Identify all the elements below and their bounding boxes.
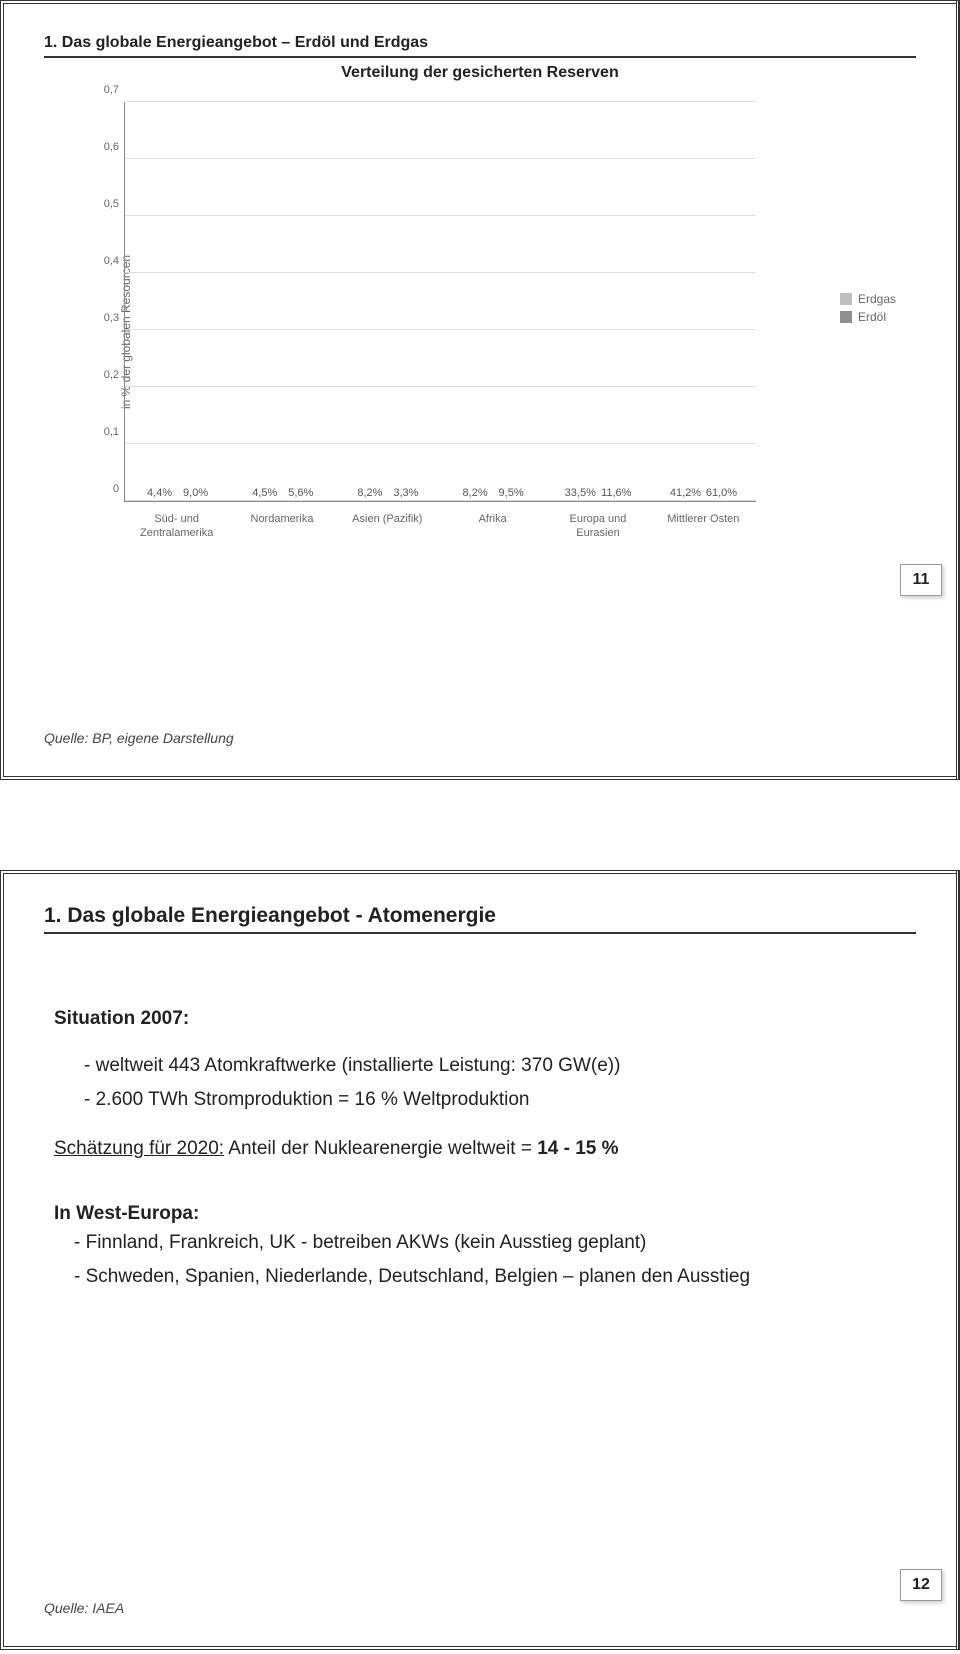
y-tick-label: 0,2 bbox=[104, 369, 119, 381]
legend-swatch bbox=[840, 293, 852, 305]
y-tick-label: 0,4 bbox=[104, 255, 119, 267]
page-number-badge: 12 bbox=[900, 1569, 942, 1601]
legend-item: Erdgas bbox=[840, 292, 896, 306]
legend-label: Erdöl bbox=[858, 310, 886, 324]
bar-value-label: 41,2% bbox=[670, 487, 701, 499]
slide-1: 1. Das globale Energieangebot – Erdöl un… bbox=[0, 0, 960, 780]
x-tick-label: Mittlerer Osten bbox=[651, 507, 756, 572]
bar-value-label: 33,5% bbox=[565, 487, 596, 499]
legend-item: Erdöl bbox=[840, 310, 896, 324]
bar-value-label: 5,6% bbox=[288, 487, 313, 499]
x-tick-label: Afrika bbox=[440, 507, 545, 572]
source-citation: Quelle: IAEA bbox=[44, 1600, 124, 1616]
chart-bars: 4,4% 9,0% 4,5% 5,6% 8,2% 3,3% 8,2% 9,5% 33,5% 11,… bbox=[125, 102, 756, 501]
chart-plot-area: 00,10,20,30,40,50,60,7 4,4%9,0%4,5%5,6%8… bbox=[124, 102, 756, 502]
legend-swatch bbox=[840, 311, 852, 323]
estimate-text: Anteil der Nuklearenergie weltweit = bbox=[224, 1138, 537, 1159]
x-tick-label: Nordamerika bbox=[229, 507, 334, 572]
bar-value-label: 8,2% bbox=[463, 487, 488, 499]
bullet-item: - Finnland, Frankreich, UK - betreiben A… bbox=[74, 1228, 916, 1257]
y-tick-label: 0,1 bbox=[104, 426, 119, 438]
bullet-item: - Schweden, Spanien, Niederlande, Deutsc… bbox=[74, 1262, 916, 1291]
bar-value-label: 11,6% bbox=[601, 487, 631, 499]
x-tick-label: Europa undEurasien bbox=[545, 507, 650, 572]
bar-value-label: 3,3% bbox=[393, 487, 418, 499]
y-tick-label: 0 bbox=[113, 483, 119, 495]
reserves-chart: in % der globalen Resourcen 00,10,20,30,… bbox=[64, 92, 896, 572]
y-tick-label: 0,7 bbox=[104, 84, 119, 96]
bar-value-label: 9,0% bbox=[183, 487, 208, 499]
page-number-badge: 11 bbox=[900, 564, 942, 596]
y-tick-label: 0,6 bbox=[104, 141, 119, 153]
bar-value-label: 9,5% bbox=[499, 487, 524, 499]
slide-subtitle: Verteilung der gesicherten Reserven bbox=[44, 64, 916, 82]
estimate-line: Schätzung für 2020: Anteil der Nuklearen… bbox=[54, 1134, 916, 1163]
situation-header: Situation 2007: bbox=[54, 1004, 916, 1033]
x-tick-label: Asien (Pazifik) bbox=[335, 507, 440, 572]
slide-title: 1. Das globale Energieangebot - Atomener… bbox=[44, 904, 916, 934]
estimate-value: 14 - 15 % bbox=[537, 1138, 618, 1159]
bar-value-label: 4,5% bbox=[252, 487, 277, 499]
x-tick-label: Süd- undZentralamerika bbox=[124, 507, 229, 572]
chart-x-labels: Süd- undZentralamerikaNordamerikaAsien (… bbox=[124, 507, 756, 572]
estimate-label: Schätzung für 2020: bbox=[54, 1138, 224, 1159]
bullet-item: - 2.600 TWh Stromproduktion = 16 % Weltp… bbox=[84, 1085, 916, 1114]
west-europe-header: In West-Europa: bbox=[54, 1199, 916, 1228]
y-tick-label: 0,3 bbox=[104, 312, 119, 324]
bar-value-label: 8,2% bbox=[357, 487, 382, 499]
slide-2: 1. Das globale Energieangebot - Atomener… bbox=[0, 870, 960, 1650]
y-tick-label: 0,5 bbox=[104, 198, 119, 210]
bar-value-label: 4,4% bbox=[147, 487, 172, 499]
bar-value-label: 61,0% bbox=[706, 487, 737, 499]
chart-legend: Erdgas Erdöl bbox=[840, 288, 896, 328]
legend-label: Erdgas bbox=[858, 292, 896, 306]
bullet-item: - weltweit 443 Atomkraftwerke (installie… bbox=[84, 1051, 916, 1080]
slide-title: 1. Das globale Energieangebot – Erdöl un… bbox=[44, 34, 916, 58]
source-citation: Quelle: BP, eigene Darstellung bbox=[44, 730, 234, 746]
